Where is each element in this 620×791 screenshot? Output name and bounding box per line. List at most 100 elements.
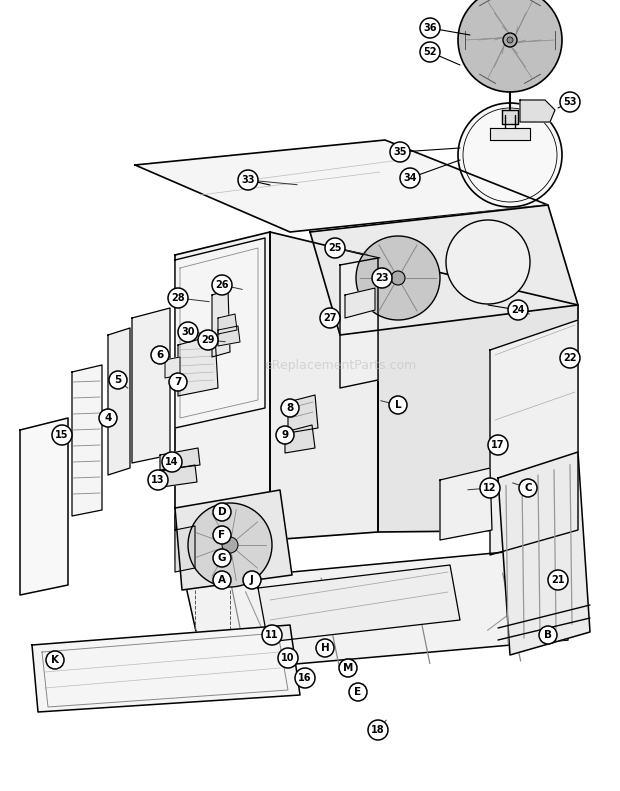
Polygon shape: [218, 314, 237, 334]
Text: 28: 28: [171, 293, 185, 303]
Circle shape: [213, 549, 231, 567]
Polygon shape: [218, 326, 240, 346]
Circle shape: [178, 322, 198, 342]
Text: 52: 52: [423, 47, 436, 57]
Polygon shape: [160, 448, 200, 470]
Circle shape: [243, 571, 261, 589]
Polygon shape: [135, 140, 548, 232]
Circle shape: [539, 626, 557, 644]
Text: 24: 24: [512, 305, 525, 315]
Polygon shape: [498, 452, 590, 655]
Circle shape: [295, 668, 315, 688]
Polygon shape: [175, 238, 265, 428]
Polygon shape: [310, 205, 578, 335]
Polygon shape: [155, 465, 197, 488]
Circle shape: [238, 170, 258, 190]
Circle shape: [372, 268, 392, 288]
Circle shape: [168, 288, 188, 308]
Text: 5: 5: [114, 375, 122, 385]
Text: 12: 12: [483, 483, 497, 493]
Circle shape: [480, 478, 500, 498]
Text: 15: 15: [55, 430, 69, 440]
Circle shape: [458, 103, 562, 207]
Circle shape: [198, 330, 218, 350]
Circle shape: [503, 33, 517, 47]
Polygon shape: [270, 232, 378, 540]
Text: 33: 33: [241, 175, 255, 185]
Text: M: M: [343, 663, 353, 673]
Text: 26: 26: [215, 280, 229, 290]
Circle shape: [213, 503, 231, 521]
Text: 10: 10: [281, 653, 294, 663]
Text: 27: 27: [323, 313, 337, 323]
Circle shape: [548, 570, 568, 590]
Circle shape: [356, 236, 440, 320]
Text: 6: 6: [156, 350, 164, 360]
Circle shape: [368, 720, 388, 740]
Circle shape: [446, 220, 530, 304]
Circle shape: [169, 373, 187, 391]
Circle shape: [389, 396, 407, 414]
Polygon shape: [165, 357, 180, 378]
Text: 18: 18: [371, 725, 385, 735]
Text: 21: 21: [551, 575, 565, 585]
Polygon shape: [32, 625, 300, 712]
Polygon shape: [340, 258, 378, 388]
Circle shape: [339, 659, 357, 677]
Polygon shape: [20, 418, 68, 595]
Circle shape: [276, 426, 294, 444]
Polygon shape: [285, 425, 315, 453]
Text: 30: 30: [181, 327, 195, 337]
Text: 23: 23: [375, 273, 389, 283]
Polygon shape: [490, 320, 578, 555]
Text: eReplacementParts.com: eReplacementParts.com: [264, 358, 416, 372]
Text: 8: 8: [286, 403, 294, 413]
Text: 17: 17: [491, 440, 505, 450]
Circle shape: [507, 37, 513, 43]
Circle shape: [281, 399, 299, 417]
Text: 4: 4: [104, 413, 112, 423]
Circle shape: [519, 479, 537, 497]
Text: L: L: [395, 400, 401, 410]
Text: 22: 22: [563, 353, 577, 363]
Circle shape: [420, 42, 440, 62]
Text: 25: 25: [328, 243, 342, 253]
Circle shape: [391, 271, 405, 285]
Text: 9: 9: [281, 430, 288, 440]
Text: 14: 14: [166, 457, 179, 467]
Text: K: K: [51, 655, 59, 665]
Text: J: J: [250, 575, 254, 585]
Text: D: D: [218, 507, 226, 517]
Polygon shape: [288, 395, 318, 433]
Text: E: E: [355, 687, 361, 697]
Circle shape: [151, 346, 169, 364]
Circle shape: [390, 142, 410, 162]
Polygon shape: [108, 328, 130, 475]
Text: 34: 34: [403, 173, 417, 183]
Circle shape: [213, 526, 231, 544]
Circle shape: [316, 639, 334, 657]
Polygon shape: [502, 110, 518, 124]
Circle shape: [222, 537, 238, 553]
Text: B: B: [544, 630, 552, 640]
Text: 36: 36: [423, 23, 436, 33]
Text: 35: 35: [393, 147, 407, 157]
Circle shape: [400, 168, 420, 188]
Text: F: F: [218, 530, 226, 540]
Text: 13: 13: [151, 475, 165, 485]
Circle shape: [162, 452, 182, 472]
Circle shape: [109, 371, 127, 389]
Circle shape: [420, 18, 440, 38]
Text: 29: 29: [202, 335, 215, 345]
Circle shape: [262, 625, 282, 645]
Circle shape: [188, 503, 272, 587]
Polygon shape: [520, 100, 555, 122]
Polygon shape: [178, 335, 218, 396]
Circle shape: [349, 683, 367, 701]
Circle shape: [488, 435, 508, 455]
Circle shape: [560, 348, 580, 368]
Circle shape: [278, 648, 298, 668]
Circle shape: [508, 300, 528, 320]
Polygon shape: [378, 258, 578, 532]
Circle shape: [148, 470, 168, 490]
